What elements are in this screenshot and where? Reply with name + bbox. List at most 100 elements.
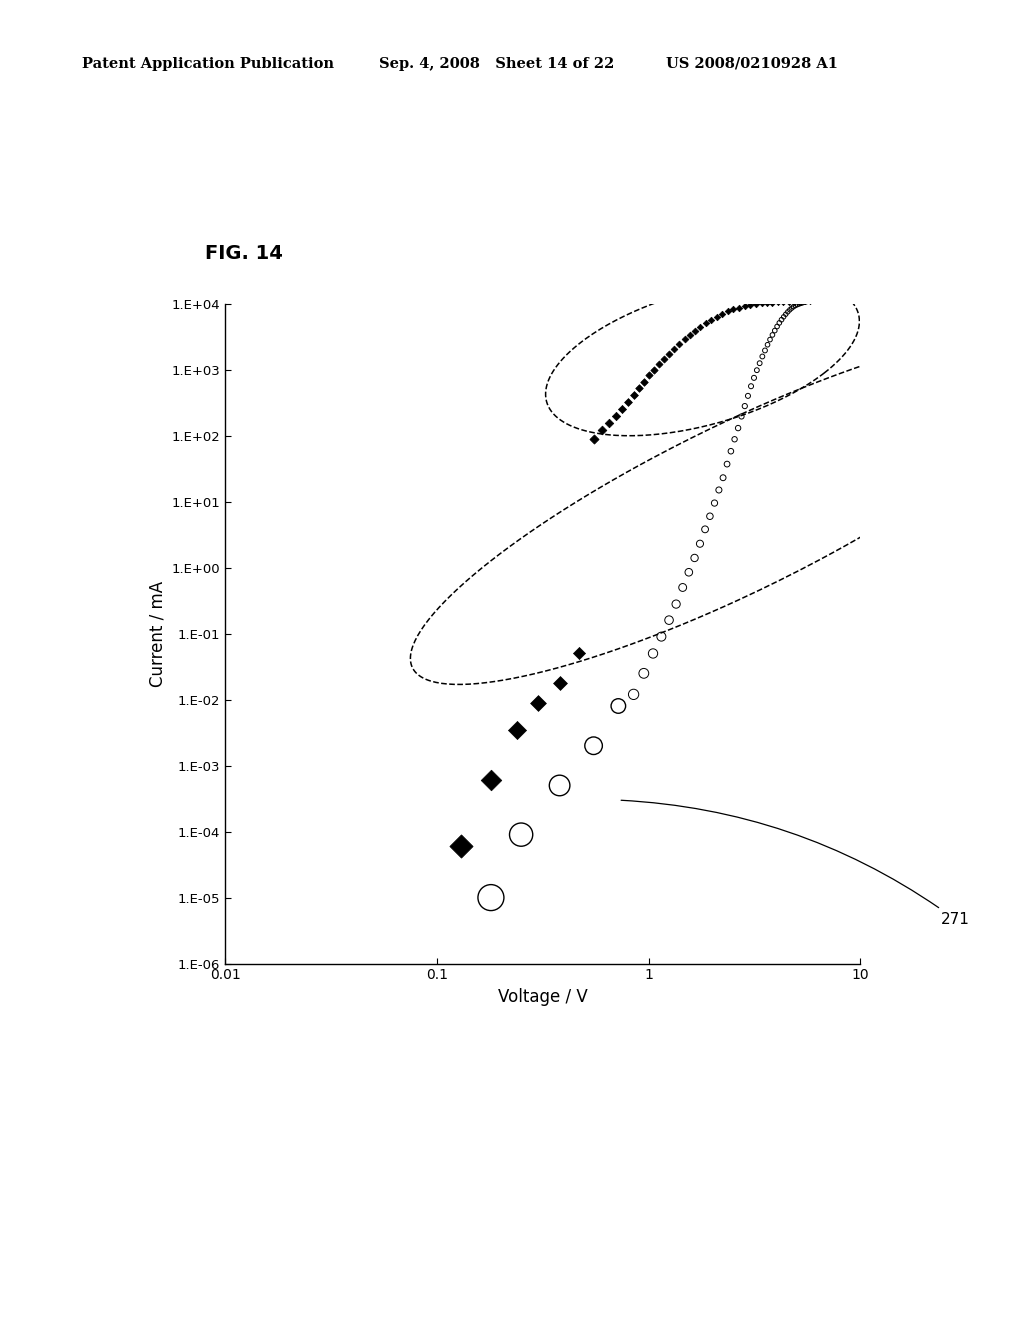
Point — [785, 296, 802, 317]
Point — [802, 290, 818, 312]
Point — [800, 290, 816, 312]
Point — [703, 309, 720, 330]
Point — [586, 428, 602, 449]
Point — [762, 329, 778, 350]
Point — [783, 297, 800, 318]
Point — [626, 384, 642, 405]
Point — [586, 735, 602, 756]
Point — [593, 420, 609, 441]
Point — [709, 306, 725, 327]
Point — [636, 371, 652, 392]
Point — [686, 548, 702, 569]
Point — [675, 577, 691, 598]
Point — [769, 315, 785, 337]
Point — [801, 290, 817, 312]
Point — [714, 304, 730, 325]
Point — [730, 417, 746, 438]
Point — [660, 610, 677, 631]
Point — [775, 306, 792, 327]
Point — [759, 292, 775, 313]
Point — [681, 562, 697, 583]
Point — [780, 292, 797, 313]
Point — [660, 343, 677, 364]
Point — [707, 492, 723, 513]
Point — [607, 405, 624, 426]
X-axis label: Voltage / V: Voltage / V — [498, 987, 588, 1006]
Point — [672, 334, 688, 355]
Point — [775, 292, 792, 313]
Point — [787, 294, 804, 315]
Point — [653, 626, 670, 647]
Point — [733, 405, 750, 426]
Point — [791, 293, 807, 314]
Point — [651, 354, 668, 375]
Point — [655, 348, 672, 370]
Point — [736, 396, 753, 417]
Point — [701, 506, 718, 527]
Point — [725, 298, 741, 319]
Point — [668, 594, 684, 615]
Point — [645, 643, 662, 664]
Point — [748, 293, 764, 314]
Point — [529, 692, 546, 713]
Point — [749, 359, 765, 380]
Point — [453, 836, 469, 857]
Point — [764, 292, 780, 313]
Point — [754, 293, 770, 314]
Point — [682, 325, 698, 346]
Point — [779, 301, 796, 322]
Point — [731, 297, 748, 318]
Point — [620, 391, 636, 412]
Point — [793, 293, 809, 314]
Point — [509, 719, 525, 741]
Point — [614, 399, 631, 420]
Point — [687, 321, 703, 342]
Point — [798, 292, 814, 313]
Point — [551, 672, 567, 693]
Point — [726, 429, 742, 450]
Point — [571, 643, 588, 664]
Point — [698, 313, 715, 334]
Point — [482, 770, 499, 791]
Point — [666, 338, 682, 359]
Point — [697, 519, 714, 540]
Point — [640, 364, 656, 385]
Point — [551, 775, 567, 796]
Point — [742, 294, 759, 315]
Point — [601, 412, 617, 433]
Point — [719, 454, 735, 475]
Point — [770, 292, 786, 313]
Point — [513, 824, 529, 845]
Point — [757, 339, 773, 360]
Point — [790, 294, 806, 315]
Point — [677, 329, 693, 350]
Point — [692, 317, 709, 338]
Y-axis label: Current / mA: Current / mA — [148, 581, 166, 686]
Point — [626, 684, 642, 705]
Point — [797, 290, 813, 312]
Point — [767, 319, 783, 341]
Point — [745, 367, 762, 388]
Text: FIG. 14: FIG. 14 — [205, 244, 283, 263]
Point — [795, 292, 811, 313]
Text: 271: 271 — [622, 800, 970, 927]
Point — [631, 378, 647, 399]
Point — [736, 296, 753, 317]
Point — [797, 292, 813, 313]
Text: Patent Application Publication: Patent Application Publication — [82, 57, 334, 71]
Point — [773, 309, 790, 330]
Point — [692, 533, 709, 554]
Point — [777, 304, 794, 325]
Point — [781, 300, 798, 321]
Point — [715, 467, 731, 488]
Point — [646, 359, 663, 380]
Point — [636, 663, 652, 684]
Point — [754, 346, 770, 367]
Point — [739, 385, 756, 407]
Point — [752, 352, 768, 374]
Point — [742, 376, 759, 397]
Point — [720, 301, 736, 322]
Text: Sep. 4, 2008   Sheet 14 of 22: Sep. 4, 2008 Sheet 14 of 22 — [379, 57, 614, 71]
Point — [482, 887, 499, 908]
Point — [785, 292, 802, 313]
